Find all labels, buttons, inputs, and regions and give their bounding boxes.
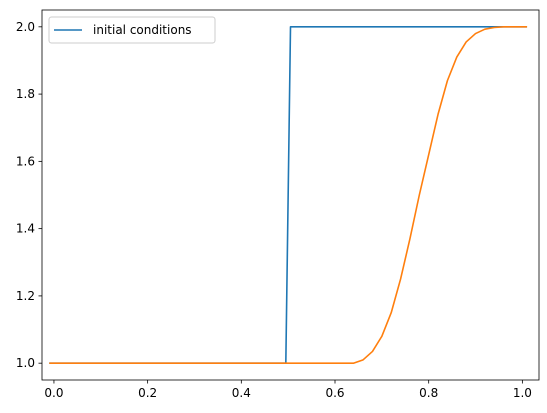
y-tick-label: 1.0 bbox=[16, 356, 35, 370]
x-tick-label: 0.2 bbox=[138, 386, 157, 400]
x-tick-label: 1.0 bbox=[513, 386, 532, 400]
x-tick-label: 0.6 bbox=[325, 386, 344, 400]
y-tick-label: 1.8 bbox=[16, 87, 35, 101]
y-tick-label: 2.0 bbox=[16, 20, 35, 34]
axes-frame bbox=[41, 9, 540, 381]
y-tick-label: 1.6 bbox=[16, 154, 35, 168]
axes-layer: 0.0 0.2 0.4 0.6 0.8 1.0 1.0 1.2 1.4 1.6 1.8 2.0 bbox=[16, 9, 540, 400]
y-tick-label: 1.2 bbox=[16, 289, 35, 303]
x-tick-label: 0.0 bbox=[44, 386, 63, 400]
legend: initial conditions bbox=[48, 16, 216, 44]
x-tick-label: 0.8 bbox=[419, 386, 438, 400]
series-line-2 bbox=[49, 26, 528, 364]
legend-label: initial conditions bbox=[93, 23, 192, 37]
legend-box bbox=[48, 16, 216, 44]
x-tick-label: 0.4 bbox=[232, 386, 251, 400]
y-tick-label: 1.4 bbox=[16, 222, 35, 236]
series-layer bbox=[49, 26, 528, 364]
